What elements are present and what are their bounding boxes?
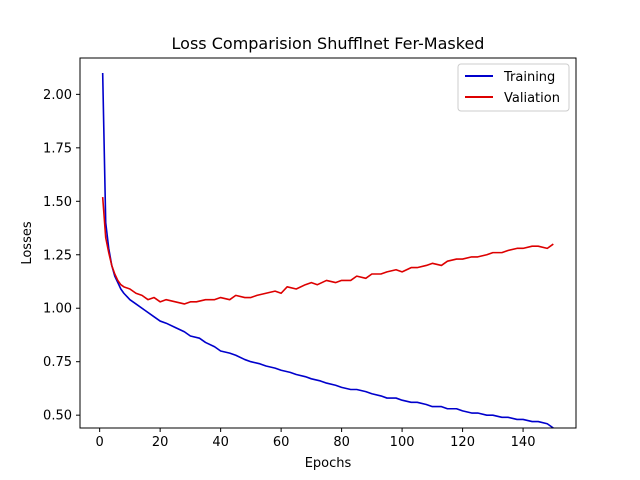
x-axis-label: Epochs bbox=[305, 456, 352, 471]
x-axis: 0 20 40 60 80 100 120 140 bbox=[96, 428, 536, 450]
series-layer bbox=[101, 72, 554, 429]
x-tick-label: 20 bbox=[152, 435, 169, 450]
x-tick-label: 60 bbox=[273, 435, 290, 450]
legend-label-valiation: Valiation bbox=[504, 91, 560, 106]
plot-frame bbox=[79, 57, 577, 429]
series-line-training bbox=[101, 72, 554, 429]
series-line-valiation bbox=[101, 196, 554, 305]
x-tick-label: 120 bbox=[450, 435, 475, 450]
y-tick-label: 2.00 bbox=[43, 88, 72, 103]
chart-title: Loss Comparision Shufflnet Fer-Masked bbox=[172, 34, 485, 53]
legend: Training Valiation bbox=[457, 63, 570, 112]
x-tick-label: 0 bbox=[96, 435, 104, 450]
y-axis: 0.50 0.75 1.00 1.25 1.50 1.75 2.00 bbox=[43, 88, 80, 424]
plot-background bbox=[80, 58, 576, 428]
x-tick-label: 140 bbox=[511, 435, 536, 450]
y-tick-label: 1.25 bbox=[43, 248, 72, 263]
y-tick-label: 0.75 bbox=[43, 355, 72, 370]
x-tick-label: 40 bbox=[212, 435, 229, 450]
y-axis-label: Losses bbox=[20, 221, 35, 265]
plot-area bbox=[80, 58, 576, 428]
legend-label-training: Training bbox=[503, 70, 555, 85]
x-tick-label: 80 bbox=[333, 435, 350, 450]
y-tick-label: 1.00 bbox=[43, 302, 72, 317]
y-tick-label: 0.50 bbox=[43, 409, 72, 424]
y-tick-label: 1.50 bbox=[43, 195, 72, 210]
y-tick-label: 1.75 bbox=[43, 141, 72, 156]
x-tick-label: 100 bbox=[390, 435, 415, 450]
